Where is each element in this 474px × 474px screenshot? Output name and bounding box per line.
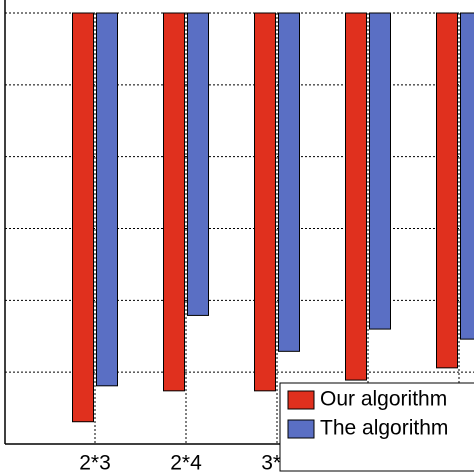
legend-swatch (287, 390, 315, 410)
x-tick-label: 2*3 (79, 452, 111, 474)
bar (436, 12, 458, 369)
bar (345, 12, 367, 381)
bar (278, 12, 300, 352)
bar (460, 12, 474, 340)
bar (96, 12, 118, 387)
bar (254, 12, 276, 392)
x-tick-label: 2*4 (170, 452, 202, 474)
legend-swatch (287, 419, 315, 439)
bar (187, 12, 209, 316)
legend-label: The algorithm (320, 417, 448, 440)
bar (163, 12, 185, 392)
legend-label: Our algorithm (320, 388, 447, 411)
bar (72, 12, 94, 423)
bar (369, 12, 391, 330)
